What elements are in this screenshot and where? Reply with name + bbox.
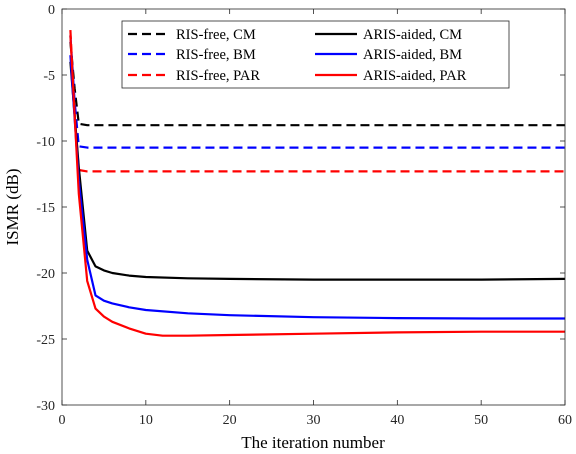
y-tick-label: -25 (36, 333, 55, 348)
x-axis-ticks: 0 10 20 30 40 50 60 (59, 9, 572, 428)
series-line-4 (69, 55, 565, 320)
x-axis-label: The iteration number (241, 433, 385, 452)
y-tick-label: -20 (36, 267, 55, 282)
y-axis-label: ISMR (dB) (3, 169, 22, 246)
legend-label-3: ARIS-aided, CM (363, 27, 462, 43)
x-tick-label: 0 (59, 413, 66, 428)
x-tick-label: 40 (390, 413, 404, 428)
legend-label-4: ARIS-aided, BM (363, 47, 462, 63)
y-tick-label: 0 (48, 3, 55, 18)
y-axis-ticks: 0 -5 -10 -15 -20 -25 -30 (36, 3, 565, 414)
series-line-5 (69, 35, 565, 337)
y-tick-label: -30 (36, 399, 55, 414)
legend: RIS-free, CM RIS-free, BM RIS-free, PAR ARI… (121, 20, 510, 89)
x-tick-label: 10 (139, 413, 153, 428)
series-line-0 (69, 41, 565, 127)
x-tick-label: 20 (223, 413, 237, 428)
series-line-3 (69, 61, 566, 281)
y-tick-label: -5 (43, 69, 55, 84)
y-tick-label: -10 (36, 135, 55, 150)
legend-label-1: RIS-free, BM (176, 47, 256, 63)
legend-label-2: RIS-free, PAR (176, 68, 260, 84)
legend-label-5: ARIS-aided, PAR (363, 68, 467, 84)
x-tick-label: 30 (307, 413, 321, 428)
x-tick-label: 60 (558, 413, 572, 428)
series-layer (69, 30, 566, 337)
x-tick-label: 50 (474, 413, 488, 428)
y-tick-label: -15 (36, 201, 55, 216)
legend-label-0: RIS-free, CM (176, 27, 256, 43)
